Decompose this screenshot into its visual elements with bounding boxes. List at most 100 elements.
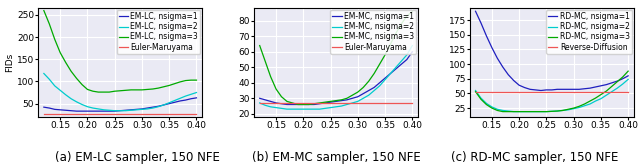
EM-LC, nsigma=1 bbox=[149, 106, 157, 108]
EM-MC, nsigma=1 bbox=[294, 104, 301, 106]
EM-LC, nsigma=3 bbox=[182, 79, 189, 81]
EM-MC, nsigma=3 bbox=[283, 100, 291, 102]
EM-MC, nsigma=3 bbox=[321, 101, 329, 103]
EM-MC, nsigma=3 bbox=[338, 99, 346, 101]
RD-MC, nsigma=2 bbox=[543, 111, 550, 113]
RD-MC, nsigma=3 bbox=[477, 98, 485, 100]
EM-MC, nsigma=1 bbox=[354, 96, 362, 98]
EM-MC, nsigma=3 bbox=[267, 76, 275, 78]
RD-MC, nsigma=2 bbox=[597, 98, 605, 100]
EM-LC, nsigma=2 bbox=[67, 98, 75, 100]
EM-MC, nsigma=2 bbox=[267, 106, 275, 108]
EM-MC, nsigma=3 bbox=[376, 63, 383, 65]
EM-LC, nsigma=1 bbox=[67, 110, 75, 112]
RD-MC, nsigma=3 bbox=[624, 70, 632, 72]
EM-MC, nsigma=1 bbox=[332, 100, 340, 102]
RD-MC, nsigma=3 bbox=[586, 100, 594, 102]
EM-LC, nsigma=3 bbox=[56, 52, 64, 54]
EM-MC, nsigma=1 bbox=[256, 97, 264, 99]
EM-MC, nsigma=2 bbox=[360, 97, 367, 99]
EM-LC, nsigma=2 bbox=[89, 107, 97, 109]
EM-LC, nsigma=3 bbox=[51, 38, 59, 40]
RD-MC, nsigma=3 bbox=[537, 111, 545, 113]
EM-LC, nsigma=3 bbox=[106, 91, 113, 93]
EM-MC, nsigma=2 bbox=[261, 104, 269, 106]
EM-LC, nsigma=2 bbox=[62, 94, 70, 96]
EM-LC, nsigma=2 bbox=[84, 106, 92, 108]
EM-MC, nsigma=1 bbox=[305, 104, 312, 106]
RD-MC, nsigma=2 bbox=[564, 109, 572, 111]
EM-LC, nsigma=3 bbox=[193, 79, 200, 81]
RD-MC, nsigma=3 bbox=[483, 104, 490, 106]
RD-MC, nsigma=1 bbox=[548, 89, 556, 91]
EM-MC, nsigma=2 bbox=[316, 108, 323, 110]
RD-MC, nsigma=1 bbox=[526, 88, 534, 90]
RD-MC, nsigma=2 bbox=[521, 111, 529, 113]
RD-MC, nsigma=2 bbox=[580, 105, 588, 107]
EM-LC, nsigma=2 bbox=[51, 85, 59, 87]
RD-MC, nsigma=3 bbox=[543, 111, 550, 113]
RD-MC, nsigma=3 bbox=[613, 81, 621, 83]
EM-MC, nsigma=3 bbox=[381, 54, 389, 56]
EM-LC, nsigma=2 bbox=[78, 104, 86, 106]
EM-MC, nsigma=1 bbox=[371, 87, 378, 89]
Line: RD-MC, nsigma=1: RD-MC, nsigma=1 bbox=[476, 11, 628, 91]
RD-MC, nsigma=1 bbox=[624, 75, 632, 77]
RD-MC, nsigma=1 bbox=[532, 89, 540, 91]
EM-LC, nsigma=3 bbox=[143, 89, 151, 91]
EM-MC, nsigma=1 bbox=[338, 100, 346, 102]
EM-LC, nsigma=1 bbox=[95, 110, 102, 112]
RD-MC, nsigma=1 bbox=[564, 88, 572, 90]
EM-LC, nsigma=2 bbox=[95, 108, 102, 110]
RD-MC, nsigma=3 bbox=[564, 108, 572, 110]
EM-LC, nsigma=2 bbox=[116, 110, 124, 112]
RD-MC, nsigma=2 bbox=[591, 100, 599, 102]
EM-LC, nsigma=1 bbox=[171, 101, 179, 103]
EM-LC, nsigma=2 bbox=[40, 72, 48, 74]
RD-MC, nsigma=1 bbox=[554, 88, 561, 90]
RD-MC, nsigma=2 bbox=[613, 87, 621, 89]
EM-MC, nsigma=2 bbox=[310, 108, 318, 110]
EM-LC, nsigma=1 bbox=[40, 106, 48, 108]
EM-MC, nsigma=1 bbox=[289, 104, 296, 106]
Line: EM-MC, nsigma=1: EM-MC, nsigma=1 bbox=[260, 52, 412, 105]
RD-MC, nsigma=2 bbox=[586, 103, 594, 105]
EM-MC, nsigma=2 bbox=[354, 100, 362, 102]
EM-LC, nsigma=1 bbox=[143, 107, 151, 109]
RD-MC, nsigma=1 bbox=[613, 80, 621, 82]
EM-MC, nsigma=3 bbox=[305, 104, 312, 106]
EM-LC, nsigma=1 bbox=[106, 110, 113, 112]
Line: RD-MC, nsigma=2: RD-MC, nsigma=2 bbox=[476, 79, 628, 112]
EM-MC, nsigma=2 bbox=[294, 108, 301, 110]
EM-LC, nsigma=1 bbox=[78, 110, 86, 112]
RD-MC, nsigma=3 bbox=[532, 111, 540, 113]
EM-MC, nsigma=3 bbox=[354, 91, 362, 93]
EM-MC, nsigma=1 bbox=[300, 104, 307, 106]
RD-MC, nsigma=1 bbox=[488, 47, 496, 49]
EM-MC, nsigma=1 bbox=[316, 103, 323, 105]
RD-MC, nsigma=3 bbox=[608, 85, 616, 87]
RD-MC, nsigma=3 bbox=[493, 109, 501, 111]
RD-MC, nsigma=1 bbox=[586, 87, 594, 89]
RD-MC, nsigma=3 bbox=[526, 111, 534, 113]
EM-MC, nsigma=2 bbox=[349, 102, 356, 104]
EM-MC, nsigma=2 bbox=[387, 72, 394, 74]
RD-MC, nsigma=1 bbox=[504, 74, 512, 76]
EM-MC, nsigma=1 bbox=[349, 97, 356, 99]
Text: (c) RD-MC sampler, 150 NFE: (c) RD-MC sampler, 150 NFE bbox=[451, 151, 618, 164]
RD-MC, nsigma=2 bbox=[619, 83, 627, 85]
EM-MC, nsigma=3 bbox=[300, 104, 307, 106]
RD-MC, nsigma=2 bbox=[602, 94, 610, 96]
Legend: EM-LC, nsigma=1, EM-LC, nsigma=2, EM-LC, nsigma=3, Euler-Maruyama: EM-LC, nsigma=1, EM-LC, nsigma=2, EM-LC,… bbox=[116, 10, 200, 54]
EM-LC, nsigma=1 bbox=[132, 108, 140, 110]
EM-LC, nsigma=1 bbox=[165, 103, 173, 105]
Text: (a) EM-LC sampler, 150 NFE: (a) EM-LC sampler, 150 NFE bbox=[55, 151, 220, 164]
EM-LC, nsigma=3 bbox=[84, 89, 92, 91]
RD-MC, nsigma=2 bbox=[510, 111, 518, 113]
EM-MC, nsigma=1 bbox=[360, 93, 367, 95]
EM-MC, nsigma=1 bbox=[283, 104, 291, 106]
EM-LC, nsigma=3 bbox=[122, 89, 129, 91]
EM-MC, nsigma=2 bbox=[332, 106, 340, 108]
EM-LC, nsigma=2 bbox=[143, 108, 151, 110]
RD-MC, nsigma=2 bbox=[532, 111, 540, 113]
